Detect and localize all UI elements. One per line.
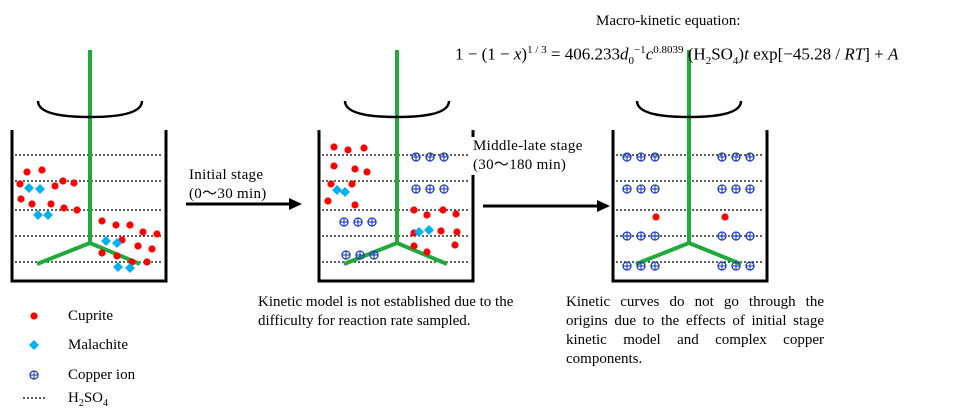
- eq-lhs-exponent: 1 / 3: [527, 44, 547, 56]
- middle-late-stage-caption: Kinetic curves do not go through the ori…: [566, 294, 824, 367]
- cuprite-legend-icon: [30, 312, 38, 320]
- initial-stage-caption: Kinetic model is not established due to …: [258, 294, 514, 329]
- initial-stage-title: Initial stage: [189, 167, 264, 183]
- beaker-3-stirrer: [635, 50, 742, 266]
- beaker-3: [611, 50, 769, 283]
- malachite-legend-icon: [29, 340, 39, 350]
- beaker-1-malachite-particles: [24, 183, 135, 273]
- rotation-arrow-icon: [343, 100, 451, 119]
- eq-var-RT: RT: [844, 44, 865, 64]
- equation-heading: Macro-kinetic equation:: [596, 13, 741, 29]
- legend-acid-so: SO: [83, 390, 104, 406]
- beaker-3-cuprite-particles: [652, 213, 729, 221]
- beaker-2-vessel: [317, 130, 475, 283]
- beaker-1-vessel: [10, 130, 168, 283]
- middle-late-stage-label: Middle-late stage (30～180 min): [471, 137, 585, 175]
- legend-acid-sub4: 4: [103, 398, 109, 409]
- legend-acid-sub2: 2: [78, 398, 84, 409]
- beaker-2-cuprite-particles: [324, 143, 461, 256]
- eq-acid-close: ): [738, 44, 745, 64]
- copper-ion-legend-icon: [29, 370, 39, 380]
- eq-c-exponent: 0.8039: [653, 44, 684, 56]
- rotation-arrow-icon: [36, 100, 144, 119]
- beaker-2-malachite-particles: [332, 185, 434, 237]
- middle-late-stage-time: (30～180 min): [473, 157, 567, 173]
- eq-var-A: A: [887, 44, 899, 64]
- eq-rhs-coeff: = 406.233: [546, 44, 620, 64]
- beaker-1-stirrer: [36, 50, 141, 266]
- eq-d-exponent: −1: [633, 44, 646, 56]
- legend-copper-ion-label: Copper ion: [68, 367, 136, 383]
- eq-exp: exp[−45.28 /: [748, 44, 845, 64]
- eq-tail: ] +: [864, 44, 888, 64]
- arrow-initial-stage: [186, 198, 302, 210]
- legend-acid-h: H: [68, 390, 79, 406]
- legend-acid-label: H2SO4: [68, 388, 108, 414]
- eq-lhs-close: ): [521, 44, 528, 64]
- rotation-arrow-icon: [635, 100, 743, 119]
- eq-lhs: 1 − (1 −: [455, 44, 514, 64]
- legend-symbols: [23, 312, 46, 399]
- eq-acid-sub4: 4: [732, 55, 739, 68]
- initial-stage-label: Initial stage (0～30 min): [189, 166, 267, 204]
- eq-d-subscript: 0: [628, 55, 634, 68]
- macro-kinetic-equation: 1 − (1 − x)1 / 3 = 406.233d0−1c0.8039 (H…: [455, 39, 898, 72]
- beaker-3-vessel: [611, 130, 769, 283]
- middle-late-stage-title: Middle-late stage: [473, 138, 583, 154]
- eq-var-x: x: [513, 44, 522, 64]
- legend-cuprite-label: Cuprite: [68, 308, 113, 324]
- beaker-1: [10, 50, 168, 283]
- initial-stage-time: (0～30 min): [189, 186, 267, 202]
- eq-acid-open: (H: [683, 44, 706, 64]
- eq-var-c: c: [645, 44, 654, 64]
- eq-acid-mid: SO: [711, 44, 733, 64]
- eq-var-d: d: [619, 44, 629, 64]
- arrow-middle-late-stage: [483, 200, 610, 212]
- eq-acid-sub2: 2: [705, 55, 712, 68]
- legend-malachite-label: Malachite: [68, 337, 128, 353]
- beaker-1-cuprite-particles: [16, 166, 161, 266]
- eq-var-t: t: [744, 44, 749, 64]
- beaker-2: [317, 50, 475, 283]
